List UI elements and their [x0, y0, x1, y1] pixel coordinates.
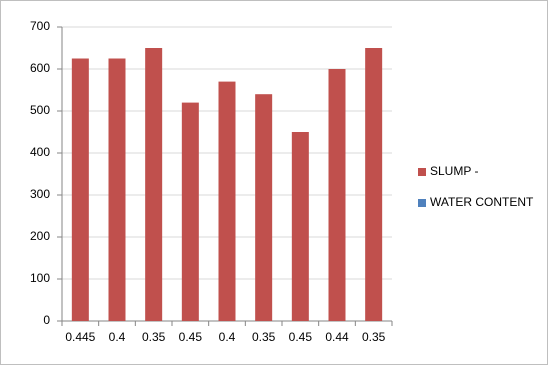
y-tick-label: 0	[43, 313, 50, 327]
bar	[218, 81, 236, 321]
bar	[291, 132, 309, 321]
bar	[255, 94, 273, 321]
x-tick-label: 0.45	[289, 330, 313, 344]
legend-label: WATER CONTENT	[430, 195, 534, 209]
y-tick-label: 600	[30, 61, 50, 75]
bar	[71, 58, 89, 321]
bar	[328, 69, 346, 321]
bar	[145, 48, 163, 321]
bar	[108, 58, 126, 321]
x-tick-label: 0.4	[109, 330, 126, 344]
x-tick-label: 0.445	[65, 330, 95, 344]
legend-swatch	[418, 199, 426, 207]
y-tick-label: 100	[30, 271, 50, 285]
legend-swatch	[418, 168, 426, 176]
bar	[181, 102, 199, 321]
x-tick-label: 0.35	[142, 330, 166, 344]
y-tick-label: 500	[30, 103, 50, 117]
y-tick-label: 200	[30, 229, 50, 243]
bar	[365, 48, 383, 321]
x-tick-label: 0.35	[252, 330, 276, 344]
x-tick-label: 0.45	[179, 330, 203, 344]
x-tick-label: 0.4	[219, 330, 236, 344]
y-tick-label: 400	[30, 145, 50, 159]
x-tick-label: 0.44	[325, 330, 349, 344]
y-tick-label: 700	[30, 19, 50, 33]
legend-label: SLUMP -	[430, 164, 478, 178]
x-tick-label: 0.35	[362, 330, 386, 344]
y-tick-label: 300	[30, 187, 50, 201]
